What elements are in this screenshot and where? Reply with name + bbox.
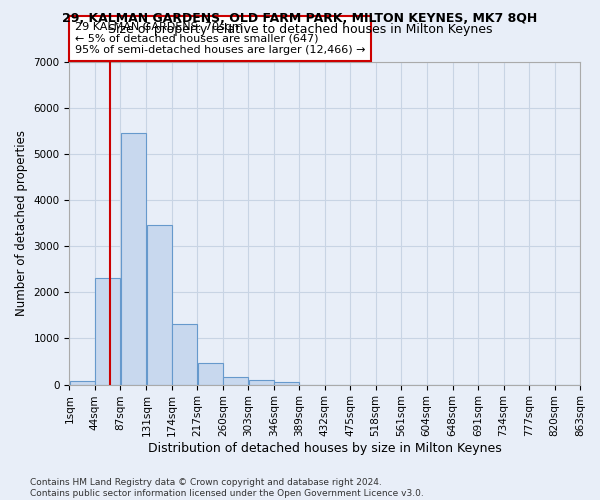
X-axis label: Distribution of detached houses by size in Milton Keynes: Distribution of detached houses by size … [148,442,502,455]
Bar [172,324,197,384]
Y-axis label: Number of detached properties: Number of detached properties [15,130,28,316]
Bar [223,378,248,384]
Text: 29, KALMAN GARDENS, OLD FARM PARK, MILTON KEYNES, MK7 8QH: 29, KALMAN GARDENS, OLD FARM PARK, MILTO… [62,12,538,26]
Bar [248,380,274,384]
Bar [95,278,120,384]
Bar [146,226,172,384]
Text: 29 KALMAN GARDENS: 70sqm
← 5% of detached houses are smaller (647)
95% of semi-d: 29 KALMAN GARDENS: 70sqm ← 5% of detache… [74,22,365,55]
Bar [274,382,299,384]
Bar [70,381,95,384]
Bar [197,363,223,384]
Bar [121,133,146,384]
Text: Size of property relative to detached houses in Milton Keynes: Size of property relative to detached ho… [108,22,492,36]
Text: Contains HM Land Registry data © Crown copyright and database right 2024.
Contai: Contains HM Land Registry data © Crown c… [30,478,424,498]
